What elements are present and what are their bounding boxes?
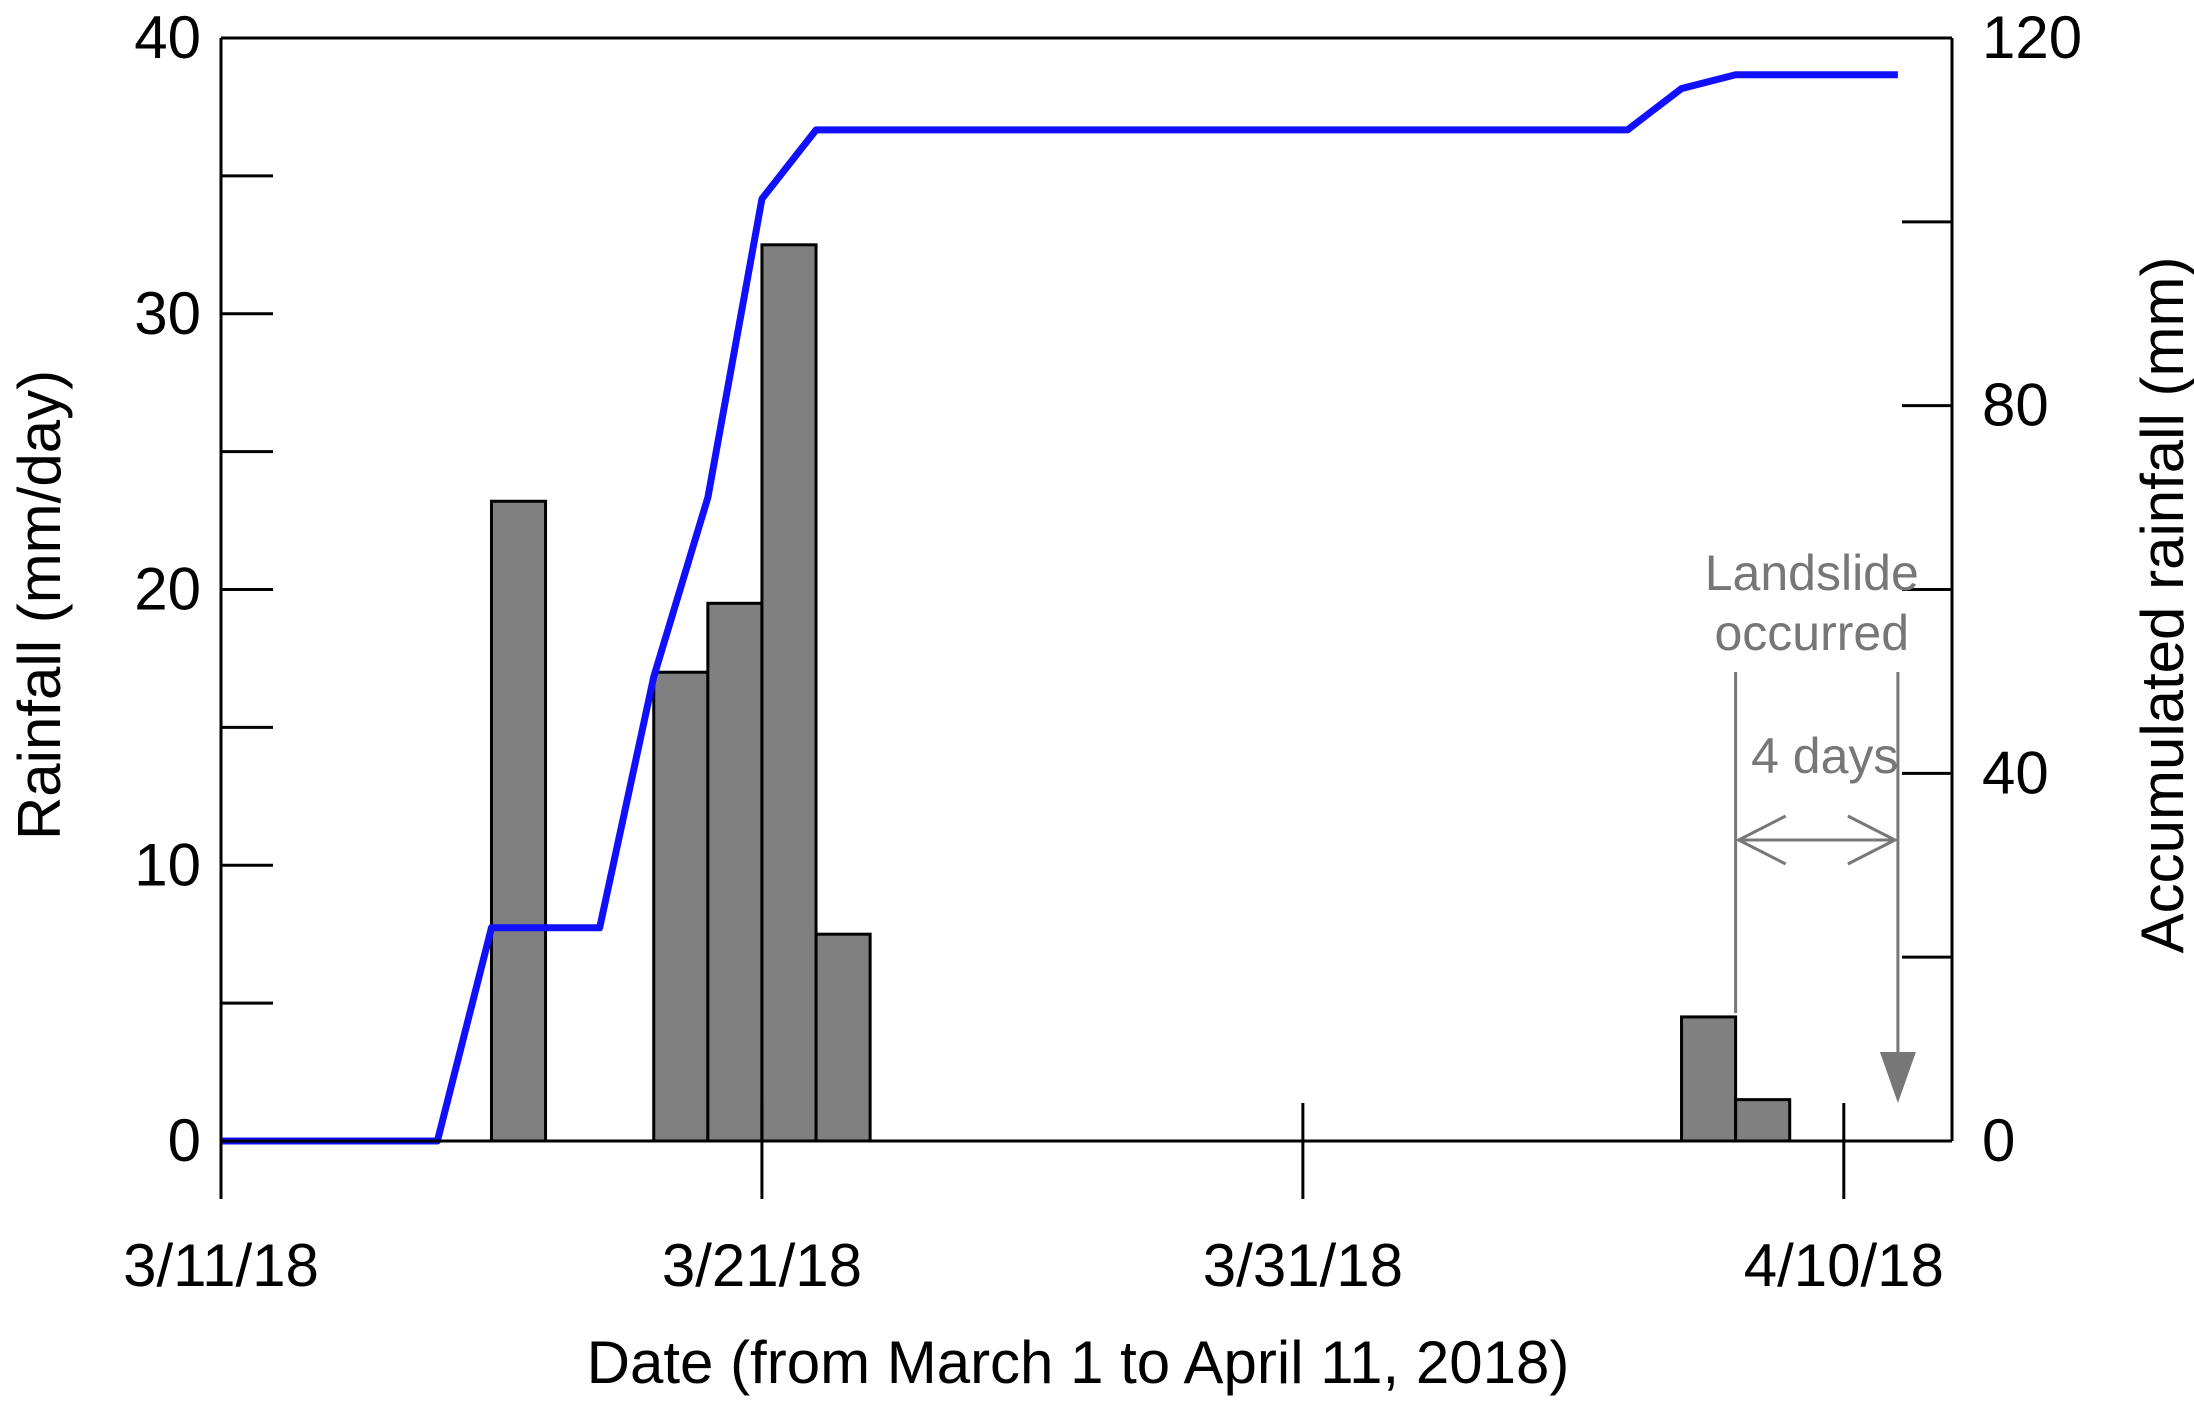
- accumulated-rainfall-line: [221, 71, 1898, 1145]
- x-axis-title: Date (from March 1 to April 11, 2018): [587, 1329, 1570, 1396]
- y-left-tick-label-10: 10: [134, 831, 201, 898]
- bar-2018-03-16: [489, 499, 548, 1143]
- line-layer: [221, 71, 1898, 1145]
- y-left-tick-label-20: 20: [134, 556, 201, 623]
- bar-2018-03-22: [814, 932, 872, 1143]
- y-axis-title-left: Rainfall (mm/day): [6, 370, 73, 840]
- landslide-arrow-head: [1879, 1052, 1916, 1103]
- y-left-tick-label-40: 40: [134, 4, 201, 71]
- x-tick-label-3-21-18: 3/21/18: [662, 1232, 862, 1299]
- y-left-tick-label-0: 0: [168, 1107, 201, 1174]
- bar-2018-03-21: [760, 243, 818, 1143]
- bar-2018-04-07: [1680, 1015, 1738, 1143]
- ticks-layer: 0 10 20 30 40 0 40 80 120 3/11/18 3/21/18 3/31/18 4/…: [123, 4, 2082, 1299]
- y-left-tick-label-30: 30: [134, 280, 201, 347]
- y-right-tick-label-0: 0: [1982, 1107, 2015, 1174]
- interval-arrow-left-head: [1735, 814, 1787, 866]
- interval-arrow-right-head: [1847, 814, 1899, 866]
- bars-layer: [489, 243, 1792, 1143]
- y-right-tick-label-120: 120: [1982, 4, 2082, 71]
- x-tick-label-3-11-18: 3/11/18: [123, 1232, 319, 1299]
- bar-2018-03-19: [652, 670, 710, 1143]
- landslide-label-line2: occurred: [1715, 605, 1910, 661]
- x-tick-label-3-31-18: 3/31/18: [1203, 1232, 1403, 1299]
- bar-2018-03-20: [706, 601, 764, 1143]
- bar-2018-04-08: [1734, 1098, 1792, 1143]
- landslide-label-line1: Landslide: [1705, 545, 1919, 601]
- interval-label: 4 days: [1751, 728, 1898, 784]
- y-right-tick-label-80: 80: [1982, 372, 2049, 439]
- y-axis-title-right: Accumulated rainfall (mm): [2129, 257, 2194, 954]
- y-right-tick-label-40: 40: [1982, 739, 2049, 806]
- x-tick-label-4-10-18: 4/10/18: [1744, 1232, 1944, 1299]
